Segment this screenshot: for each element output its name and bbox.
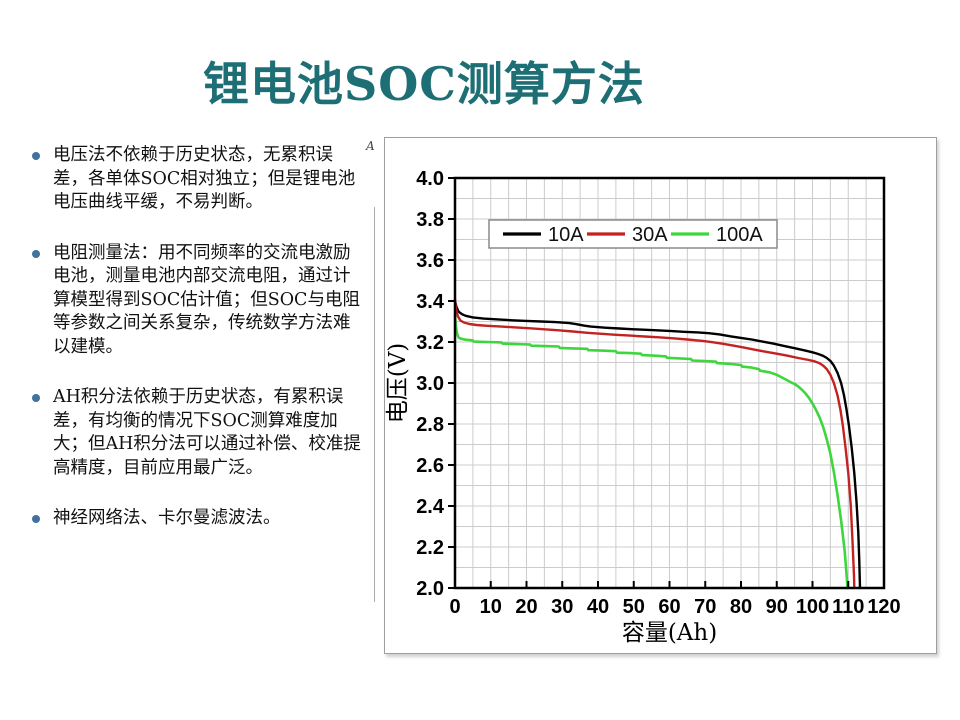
y-tick-label: 2.4 [416, 496, 445, 518]
x-tick-label: 50 [623, 596, 645, 618]
x-tick-label: 0 [449, 596, 460, 618]
legend: 10A 30A 100A [488, 219, 778, 249]
y-tick-label: 2.2 [416, 537, 444, 559]
y-tick-label: 3.6 [416, 250, 444, 272]
x-tick-label: 120 [867, 596, 900, 618]
x-tick-label: 90 [766, 596, 788, 618]
x-tick-label: 100 [796, 596, 829, 618]
bullet-text: AH积分法依赖于历史状态，有累积误差，有均衡的情况下SOC测算难度加大；但AH积… [53, 387, 361, 478]
page-title: 锂电池SOC测算方法 [203, 57, 645, 111]
bullet-text: 电阻测量法：用不同频率的交流电激励电池，测量电池内部交流电阻，通过计算模型得到S… [53, 242, 360, 357]
tick-labels: 4.0 3.8 3.6 3.4 3.2 3.0 2.8 2.6 2.4 2.2 2.00 10 20 30… [416, 168, 901, 618]
y-tick-label: 3.8 [416, 209, 444, 231]
chart-panel: 4.0 3.8 3.6 3.4 3.2 3.0 2.8 2.6 2.4 2.2 2.0 0 10 20 30… [384, 137, 937, 654]
x-tick-label: 10 [480, 596, 502, 618]
y-tick-label: 3.0 [416, 373, 444, 395]
legend-label-100A: 100A [716, 224, 763, 246]
y-axis-title: 电压(V) [385, 343, 411, 424]
bullet-icon [32, 394, 40, 402]
stray-letter: A [366, 139, 375, 153]
y-tick-label: 3.4 [416, 291, 445, 313]
legend-label-10A: 10A [548, 224, 584, 246]
x-tick-label: 30 [551, 596, 573, 618]
discharge-curve-chart: 4.0 3.8 3.6 3.4 3.2 3.0 2.8 2.6 2.4 2.2 2.00 10 20 30… [385, 168, 901, 646]
y-tick-label: 2.0 [416, 578, 444, 600]
bullet-icon [32, 152, 40, 160]
x-axis-title: 容量(Ah) [622, 620, 717, 646]
series-line-10A [453, 299, 862, 590]
x-tick-label: 40 [587, 596, 609, 618]
list-item: 神经网络法、卡尔曼滤波法。 [26, 507, 362, 531]
y-tick-label: 2.6 [416, 455, 444, 477]
x-tick-label: 60 [658, 596, 680, 618]
list-item: AH积分法依赖于历史状态，有累积误差，有均衡的情况下SOC测算难度加大；但AH积… [26, 386, 362, 480]
bullet-icon [32, 249, 40, 258]
bullet-text: 神经网络法、卡尔曼滤波法。 [53, 508, 281, 528]
x-tick-label: 80 [730, 596, 752, 618]
axis-ticks [448, 177, 885, 589]
y-tick-label: 3.2 [416, 332, 444, 354]
bullet-icon [32, 515, 40, 523]
vertical-rule [374, 207, 375, 602]
bullet-text: 电压法不依赖于历史状态，无累积误差，各单体SOC相对独立；但是锂电池电压曲线平缓… [53, 145, 356, 212]
y-tick-label: 2.8 [416, 414, 444, 436]
legend-label-30A: 30A [632, 224, 668, 246]
x-tick-label: 70 [694, 596, 716, 618]
list-item: 电压法不依赖于历史状态，无累积误差，各单体SOC相对独立；但是锂电池电压曲线平缓… [26, 144, 362, 215]
x-tick-label: 110 [832, 596, 864, 618]
bullet-list: 电压法不依赖于历史状态，无累积误差，各单体SOC相对独立；但是锂电池电压曲线平缓… [26, 144, 362, 558]
series-line-100A [453, 314, 849, 590]
series-line-30A [453, 298, 856, 590]
x-tick-label: 20 [515, 596, 537, 618]
y-tick-label: 4.0 [416, 168, 444, 190]
list-item: 电阻测量法：用不同频率的交流电激励电池，测量电池内部交流电阻，通过计算模型得到S… [26, 242, 362, 360]
